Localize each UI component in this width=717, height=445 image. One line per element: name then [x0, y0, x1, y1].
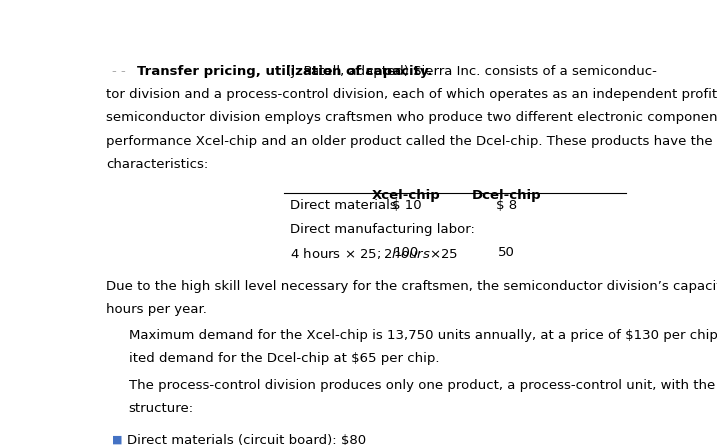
Text: structure:: structure: [128, 402, 194, 415]
Text: (J. Patell, adapted) Sierra Inc. consists of a semiconduc-: (J. Patell, adapted) Sierra Inc. consist… [282, 65, 657, 78]
Text: 50: 50 [498, 246, 515, 259]
Text: performance Xcel-chip and an older product called the Dcel-chip. These products : performance Xcel-chip and an older produ… [106, 134, 717, 148]
Text: semiconductor division employs craftsmen who produce two different electronic co: semiconductor division employs craftsmen… [106, 111, 717, 124]
Text: Transfer pricing, utilization of capacity.: Transfer pricing, utilization of capacit… [137, 65, 432, 78]
Text: Dcel-chip: Dcel-chip [472, 190, 541, 202]
Text: 4 hours × $25; 2 hours × $25: 4 hours × $25; 2 hours × $25 [290, 246, 457, 261]
Text: 100: 100 [394, 246, 419, 259]
Text: tor division and a process-control division, each of which operates as an indepe: tor division and a process-control divis… [106, 88, 717, 101]
Text: hours per year.: hours per year. [106, 303, 207, 316]
Text: ited demand for the Dcel-chip at $65 per chip.: ited demand for the Dcel-chip at $65 per… [128, 352, 439, 365]
Text: Due to the high skill level necessary for the craftsmen, the semiconductor divis: Due to the high skill level necessary fo… [106, 280, 717, 293]
Text: $ 8: $ 8 [496, 199, 517, 212]
Text: characteristics:: characteristics: [106, 158, 209, 171]
Text: - -: - - [112, 65, 125, 78]
Text: Direct materials (circuit board): $80: Direct materials (circuit board): $80 [128, 434, 366, 445]
Text: ■: ■ [112, 434, 123, 445]
Text: Maximum demand for the Xcel-chip is 13,750 units annually, at a price of $130 pe: Maximum demand for the Xcel-chip is 13,7… [128, 329, 717, 342]
Text: Direct materials: Direct materials [290, 199, 397, 212]
Text: Direct manufacturing labor:: Direct manufacturing labor: [290, 222, 475, 236]
Text: $ 10: $ 10 [391, 199, 421, 212]
Text: Xcel-chip: Xcel-chip [372, 190, 441, 202]
Text: The process-control division produces only one product, a process-control unit, : The process-control division produces on… [128, 379, 717, 392]
